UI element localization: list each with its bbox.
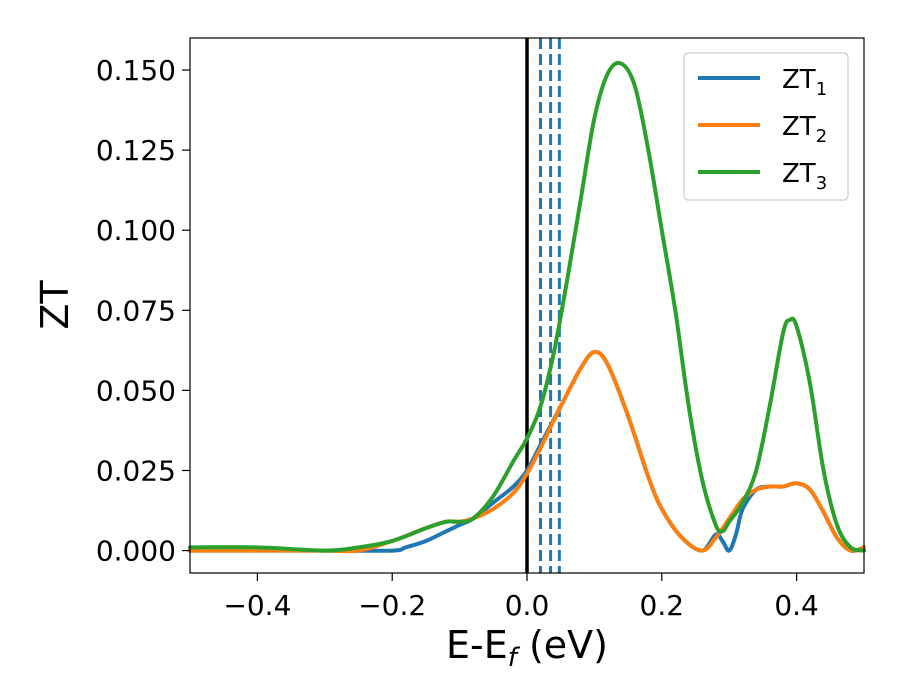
legend-label-zt1: ZT1: [782, 65, 827, 100]
y-tick-label: 0.050: [96, 374, 176, 407]
x-tick-label: 0.4: [774, 589, 819, 622]
legend-frame: [683, 52, 849, 201]
y-axis: 0.000 0.025 0.050 0.075 0.100 0.125 0.150: [96, 54, 190, 568]
y-tick-label: 0.150: [96, 54, 176, 87]
legend-label-zt2: ZT2: [782, 112, 827, 147]
y-tick-label: 0.000: [96, 535, 176, 568]
series-line-zt3: [188, 60, 866, 553]
y-tick-label: 0.125: [96, 134, 176, 167]
x-tick-label: 0.2: [640, 589, 685, 622]
y-tick-label: 0.075: [96, 294, 176, 327]
x-axis-title: E-Ef (eV): [446, 623, 608, 673]
series-layer: [188, 60, 866, 554]
x-tick-label: −0.4: [223, 589, 291, 622]
legend: ZT1 ZT2 ZT3: [683, 52, 849, 201]
x-tick-label: −0.2: [358, 589, 426, 622]
y-tick-label: 0.025: [96, 454, 176, 487]
vline-layer: [525, 38, 561, 573]
x-tick-label: 0.0: [505, 589, 550, 622]
y-axis-title: ZT: [33, 280, 77, 330]
y-tick-label: 0.100: [96, 214, 176, 247]
x-axis: −0.4 −0.2 0.0 0.2 0.4: [223, 573, 819, 622]
legend-label-zt3: ZT3: [782, 159, 827, 194]
